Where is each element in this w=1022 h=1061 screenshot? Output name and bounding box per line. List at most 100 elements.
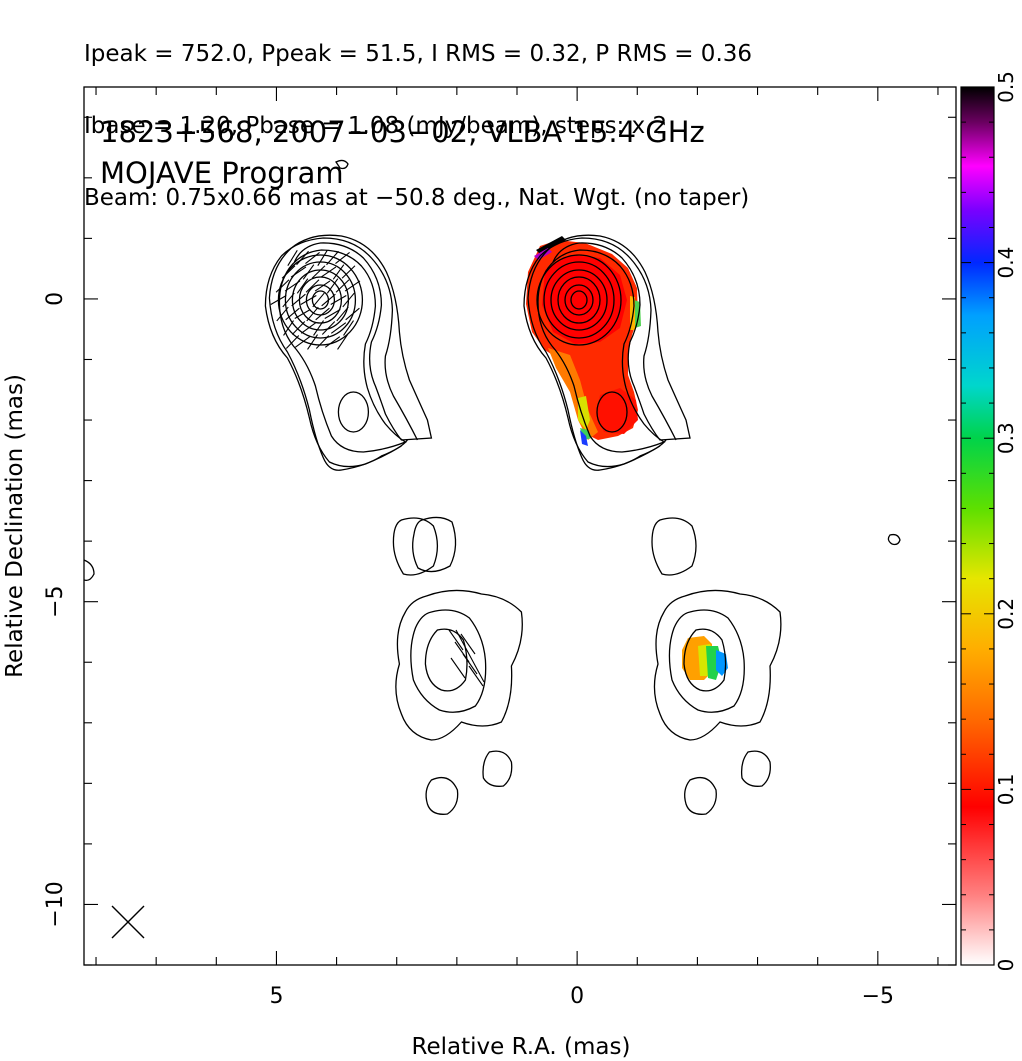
stokes-i-outer-contour (410, 609, 487, 713)
evpa-tick (294, 336, 311, 348)
stokes-i-outer-contour (887, 533, 901, 546)
beam-marker (111, 905, 145, 939)
evpa-tick (313, 320, 324, 336)
stokes-i-core-contour (536, 254, 622, 346)
stokes-i-outer-contour (412, 516, 457, 573)
stokes-i-outer-contour (84, 559, 95, 582)
evpa-tick (336, 306, 349, 322)
evpa-tick (294, 308, 311, 320)
evpa-tick (455, 629, 485, 683)
evpa-tick (284, 280, 301, 292)
stokes-i-outer-contour (425, 776, 459, 815)
evpa-tick (306, 306, 319, 322)
pol-jet-yellow-edge (578, 396, 590, 430)
stokes-i-outer-contour (651, 517, 697, 576)
pol-core-black-edge (536, 236, 566, 254)
evpa-tick (315, 307, 330, 321)
evpa-tick (302, 264, 315, 280)
evpa-tick (276, 306, 289, 322)
evpa-tick (335, 251, 350, 265)
evpa-tick (320, 266, 337, 278)
contour-group-right (523, 234, 782, 815)
evpa-tick (321, 293, 336, 307)
colorbar-gradient (961, 87, 994, 965)
stokes-i-core-contour (305, 284, 336, 316)
y-axis-title: Relative Declination (mas) (2, 374, 28, 678)
source-title: 1823+568, 2007−03−02, VLBA 15.4 GHz (100, 115, 705, 149)
x-axis-title: Relative R.A. (mas) (412, 1034, 631, 1060)
evpa-tick (300, 294, 317, 306)
evpa-tick (275, 279, 290, 293)
evpa-tick (283, 320, 294, 336)
y-tick-label: 0 (43, 292, 68, 306)
y-tick-label: −10 (43, 881, 68, 927)
plot-content (84, 159, 901, 939)
stokes-i-knot-contour (337, 391, 370, 433)
evpa-tick (281, 265, 296, 279)
stokes-i-contour (268, 234, 433, 471)
evpa-tick (326, 250, 339, 266)
colorbar-frame (960, 86, 995, 966)
evpa-tick (307, 334, 318, 350)
evpa-tick (448, 629, 464, 651)
colorbar-tick-label: 0.5 (994, 71, 1018, 103)
evpa-tick (312, 292, 325, 308)
evpa-tick (291, 321, 306, 335)
evpa-tick (460, 633, 476, 655)
colorbar-ticks: 0 0.1 0.2 0.3 0.4 0.5 (961, 71, 1018, 971)
evpa-tick (285, 335, 300, 349)
stokes-i-outer-contour (668, 609, 745, 713)
evpa-tick (285, 307, 300, 321)
evpa-tick (315, 335, 330, 349)
stokes-i-outer-contour (335, 159, 349, 170)
x-tick-label: 0 (570, 984, 584, 1009)
stokes-i-core-contour (570, 290, 588, 310)
stokes-i-outer-contour (684, 776, 717, 815)
evpa-tick (300, 322, 317, 334)
header-line-3: Beam: 0.75x0.66 mas at −50.8 deg., Nat. … (84, 185, 750, 211)
stokes-i-contour (264, 237, 418, 468)
stokes-i-core-contour (291, 269, 350, 331)
stokes-i-core-contour (564, 284, 594, 316)
evpa-tick (270, 294, 287, 306)
colorbar-tick-label: 0.4 (994, 247, 1018, 279)
stokes-i-outer-contour (482, 750, 513, 787)
evpa-tick (305, 251, 320, 265)
evpa-tick (287, 250, 298, 266)
x-tick-label: 5 (269, 984, 283, 1009)
evpa-tick (311, 265, 326, 279)
evpa-tick (291, 293, 306, 307)
evpa-tick (330, 322, 347, 334)
stokes-i-outer-contour (683, 628, 727, 692)
plot-frame (83, 86, 957, 966)
plot-header: Ipeak = 752.0, Ppeak = 51.5, I RMS = 0.3… (84, 0, 984, 234)
y-tick-label: −5 (43, 585, 68, 617)
stokes-i-outer-contour (653, 589, 782, 741)
evpa-tick (345, 307, 360, 321)
evpa-tick (296, 278, 309, 294)
evpa-tick (341, 265, 356, 279)
stokes-i-outer-contour (395, 589, 523, 741)
pol-core-deep-red (542, 255, 627, 344)
evpa-tick (290, 266, 307, 278)
stokes-i-core-contour (557, 276, 601, 324)
evpa-tick (343, 320, 354, 336)
evpa-tick (314, 280, 331, 292)
evpa-tick (330, 294, 347, 306)
stokes-i-core-contour (277, 254, 364, 346)
stokes-i-knot-contour (596, 391, 628, 433)
stokes-i-contour (527, 234, 691, 471)
evpa-tick (282, 292, 295, 308)
colorbar-tick-label: 0.3 (994, 422, 1018, 454)
stokes-i-core-contour (550, 269, 608, 331)
colorbar-tick-label: 0.1 (994, 773, 1018, 805)
stokes-i-contour (523, 237, 677, 468)
colorbar-tick-label: 0.2 (994, 598, 1018, 630)
evpa-tick (317, 250, 328, 266)
x-tick-label: −5 (862, 984, 894, 1009)
pol-jet-blue-edge (580, 430, 588, 446)
stokes-i-contour (537, 249, 666, 453)
colorbar-tick-label: 0 (994, 959, 1018, 972)
evpa-tick (324, 308, 341, 320)
